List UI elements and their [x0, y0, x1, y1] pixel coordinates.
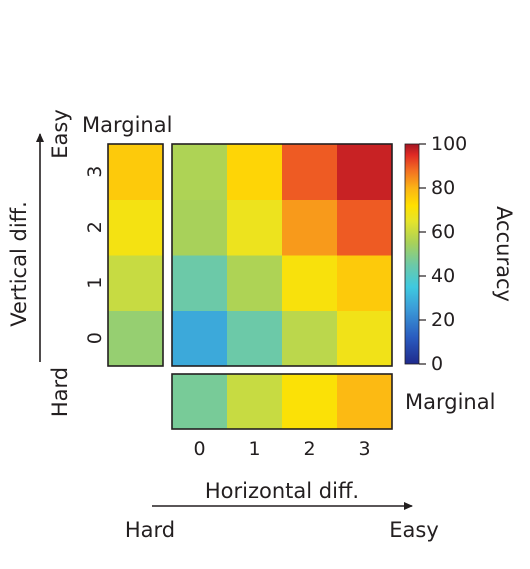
y-axis-label: Vertical diff. [7, 201, 31, 327]
x-tick-labels: 0 1 2 3 [193, 438, 370, 460]
marginal-horizontal-cell-0 [172, 374, 228, 429]
heatmap-cell-v0-h1 [227, 310, 283, 367]
colorbar-tick-label-20: 20 [431, 309, 455, 331]
y-tick-label-0: 0 [84, 332, 106, 344]
heatmap-cell-v3-h2 [282, 144, 338, 200]
colorbar-tick-label-0: 0 [431, 353, 443, 375]
heatmap-cells [172, 144, 393, 367]
heatmap-cell-v2-h0 [172, 199, 228, 256]
x-tick-label-0: 0 [193, 438, 205, 460]
heatmap-cell-v1-h3 [337, 255, 393, 311]
y-tick-label-3: 3 [84, 166, 106, 178]
x-tick-label-3: 3 [358, 438, 370, 460]
colorbar-tick-label-40: 40 [431, 265, 455, 287]
heatmap-frame [171, 143, 393, 367]
heatmap-cell-v0-h3 [337, 310, 393, 367]
heatmap-cell-v3-h3 [337, 144, 393, 200]
y-tick-labels: 0 1 2 3 [84, 166, 106, 345]
y-direction-high: Easy [48, 109, 72, 159]
colorbar-tick-label-80: 80 [431, 177, 455, 199]
colorbar-tick-label-60: 60 [431, 221, 455, 243]
x-axis-label: Horizontal diff. [205, 479, 359, 503]
y-tick-label-1: 1 [84, 277, 106, 289]
marginal-vertical-frame [107, 143, 164, 367]
heatmap-cell-v2-h1 [227, 199, 283, 256]
colorbar-ticks: 0 20 40 60 80 100 [419, 133, 467, 375]
heatmap-cell-v2-h2 [282, 199, 338, 256]
x-tick-label-1: 1 [248, 438, 260, 460]
x-direction-high: Easy [389, 518, 439, 542]
marginal-horizontal-cell-3 [337, 374, 393, 429]
y-direction-low: Hard [48, 367, 72, 417]
marginal-vertical-cell-1 [108, 255, 163, 311]
heatmap-cell-v1-h1 [227, 255, 283, 311]
heatmap-cell-v2-h3 [337, 199, 393, 256]
marginal-horizontal-cell-2 [282, 374, 338, 429]
marginal-horizontal-frame [171, 373, 393, 430]
x-tick-label-2: 2 [303, 438, 315, 460]
x-direction-low: Hard [125, 518, 175, 542]
y-tick-label-2: 2 [84, 221, 106, 233]
heatmap-cell-v1-h2 [282, 255, 338, 311]
marginal-horizontal-row [172, 374, 393, 429]
marginal-vertical-cell-0 [108, 310, 163, 367]
marginal-vertical-column [108, 144, 163, 367]
marginal-vertical-cell-3 [108, 144, 163, 200]
heatmap-cell-v3-h1 [227, 144, 283, 200]
colorbar-label: Accuracy [492, 206, 516, 302]
colorbar [404, 143, 420, 365]
heatmap-cell-v1-h0 [172, 255, 228, 311]
marginal-horizontal-label: Marginal [405, 390, 495, 414]
marginal-horizontal-cell-1 [227, 374, 283, 429]
heatmap-cell-v3-h0 [172, 144, 228, 200]
marginal-vertical-cell-2 [108, 199, 163, 256]
heatmap-cell-v0-h2 [282, 310, 338, 367]
colorbar-tick-label-100: 100 [431, 133, 467, 155]
marginal-vertical-label: Marginal [82, 113, 172, 137]
heatmap-cell-v0-h0 [172, 310, 228, 367]
